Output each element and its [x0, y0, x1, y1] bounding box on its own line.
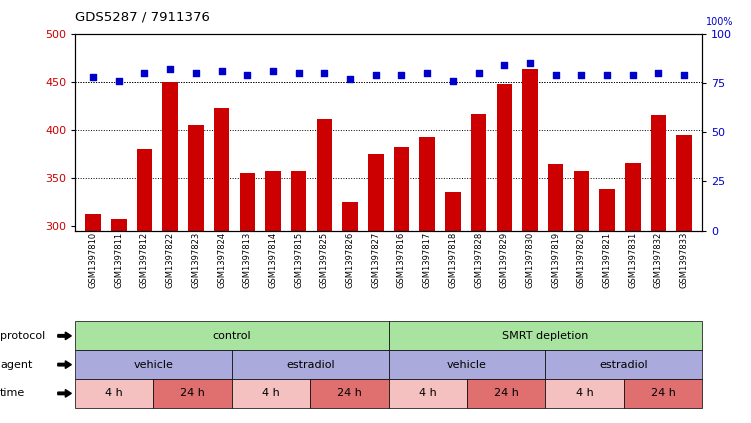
Bar [240, 173, 255, 423]
Text: agent: agent [0, 360, 32, 370]
Point [396, 72, 408, 79]
Point [498, 62, 510, 69]
Point [678, 72, 690, 79]
Bar [574, 171, 589, 423]
Point [113, 78, 125, 85]
Point [575, 72, 587, 79]
Text: control: control [213, 331, 251, 341]
Point [524, 60, 536, 67]
Text: protocol: protocol [0, 331, 45, 341]
Bar [677, 135, 692, 423]
Point [138, 70, 150, 77]
Text: vehicle: vehicle [134, 360, 173, 370]
Bar [342, 202, 357, 423]
Bar [265, 171, 281, 423]
Bar [291, 171, 306, 423]
Point [241, 72, 253, 79]
Bar [214, 108, 229, 423]
Point [318, 70, 330, 77]
Bar [496, 84, 512, 423]
Bar [625, 163, 641, 423]
Text: SMRT depletion: SMRT depletion [502, 331, 589, 341]
Text: 4 h: 4 h [262, 388, 280, 398]
Bar [548, 164, 563, 423]
Point [472, 70, 484, 77]
Text: vehicle: vehicle [447, 360, 487, 370]
Point [344, 76, 356, 82]
Bar [522, 69, 538, 423]
Point [421, 70, 433, 77]
Bar [420, 137, 435, 423]
Bar [599, 189, 615, 423]
Point [87, 74, 99, 80]
Text: 24 h: 24 h [337, 388, 362, 398]
Text: 24 h: 24 h [180, 388, 205, 398]
Bar [86, 214, 101, 423]
Bar [368, 154, 384, 423]
Text: 4 h: 4 h [419, 388, 437, 398]
Point [627, 72, 639, 79]
Bar [317, 119, 332, 423]
Point [190, 70, 202, 77]
Point [601, 72, 613, 79]
Point [267, 68, 279, 74]
Text: 4 h: 4 h [105, 388, 123, 398]
Bar [471, 115, 487, 423]
Point [447, 78, 459, 85]
Point [216, 68, 228, 74]
Text: estradiol: estradiol [599, 360, 648, 370]
Text: 100%: 100% [706, 17, 734, 27]
Bar [394, 147, 409, 423]
Bar [445, 192, 460, 423]
Point [369, 72, 382, 79]
Text: 24 h: 24 h [650, 388, 675, 398]
Bar [137, 149, 152, 423]
Text: 4 h: 4 h [576, 388, 593, 398]
Text: time: time [0, 388, 26, 398]
Bar [651, 115, 666, 423]
Point [293, 70, 305, 77]
Point [550, 72, 562, 79]
Bar [111, 219, 126, 423]
Bar [189, 125, 204, 423]
Text: GDS5287 / 7911376: GDS5287 / 7911376 [75, 11, 210, 24]
Point [653, 70, 665, 77]
Bar [162, 82, 178, 423]
Point [164, 66, 176, 73]
Text: 24 h: 24 h [494, 388, 519, 398]
Text: estradiol: estradiol [286, 360, 334, 370]
